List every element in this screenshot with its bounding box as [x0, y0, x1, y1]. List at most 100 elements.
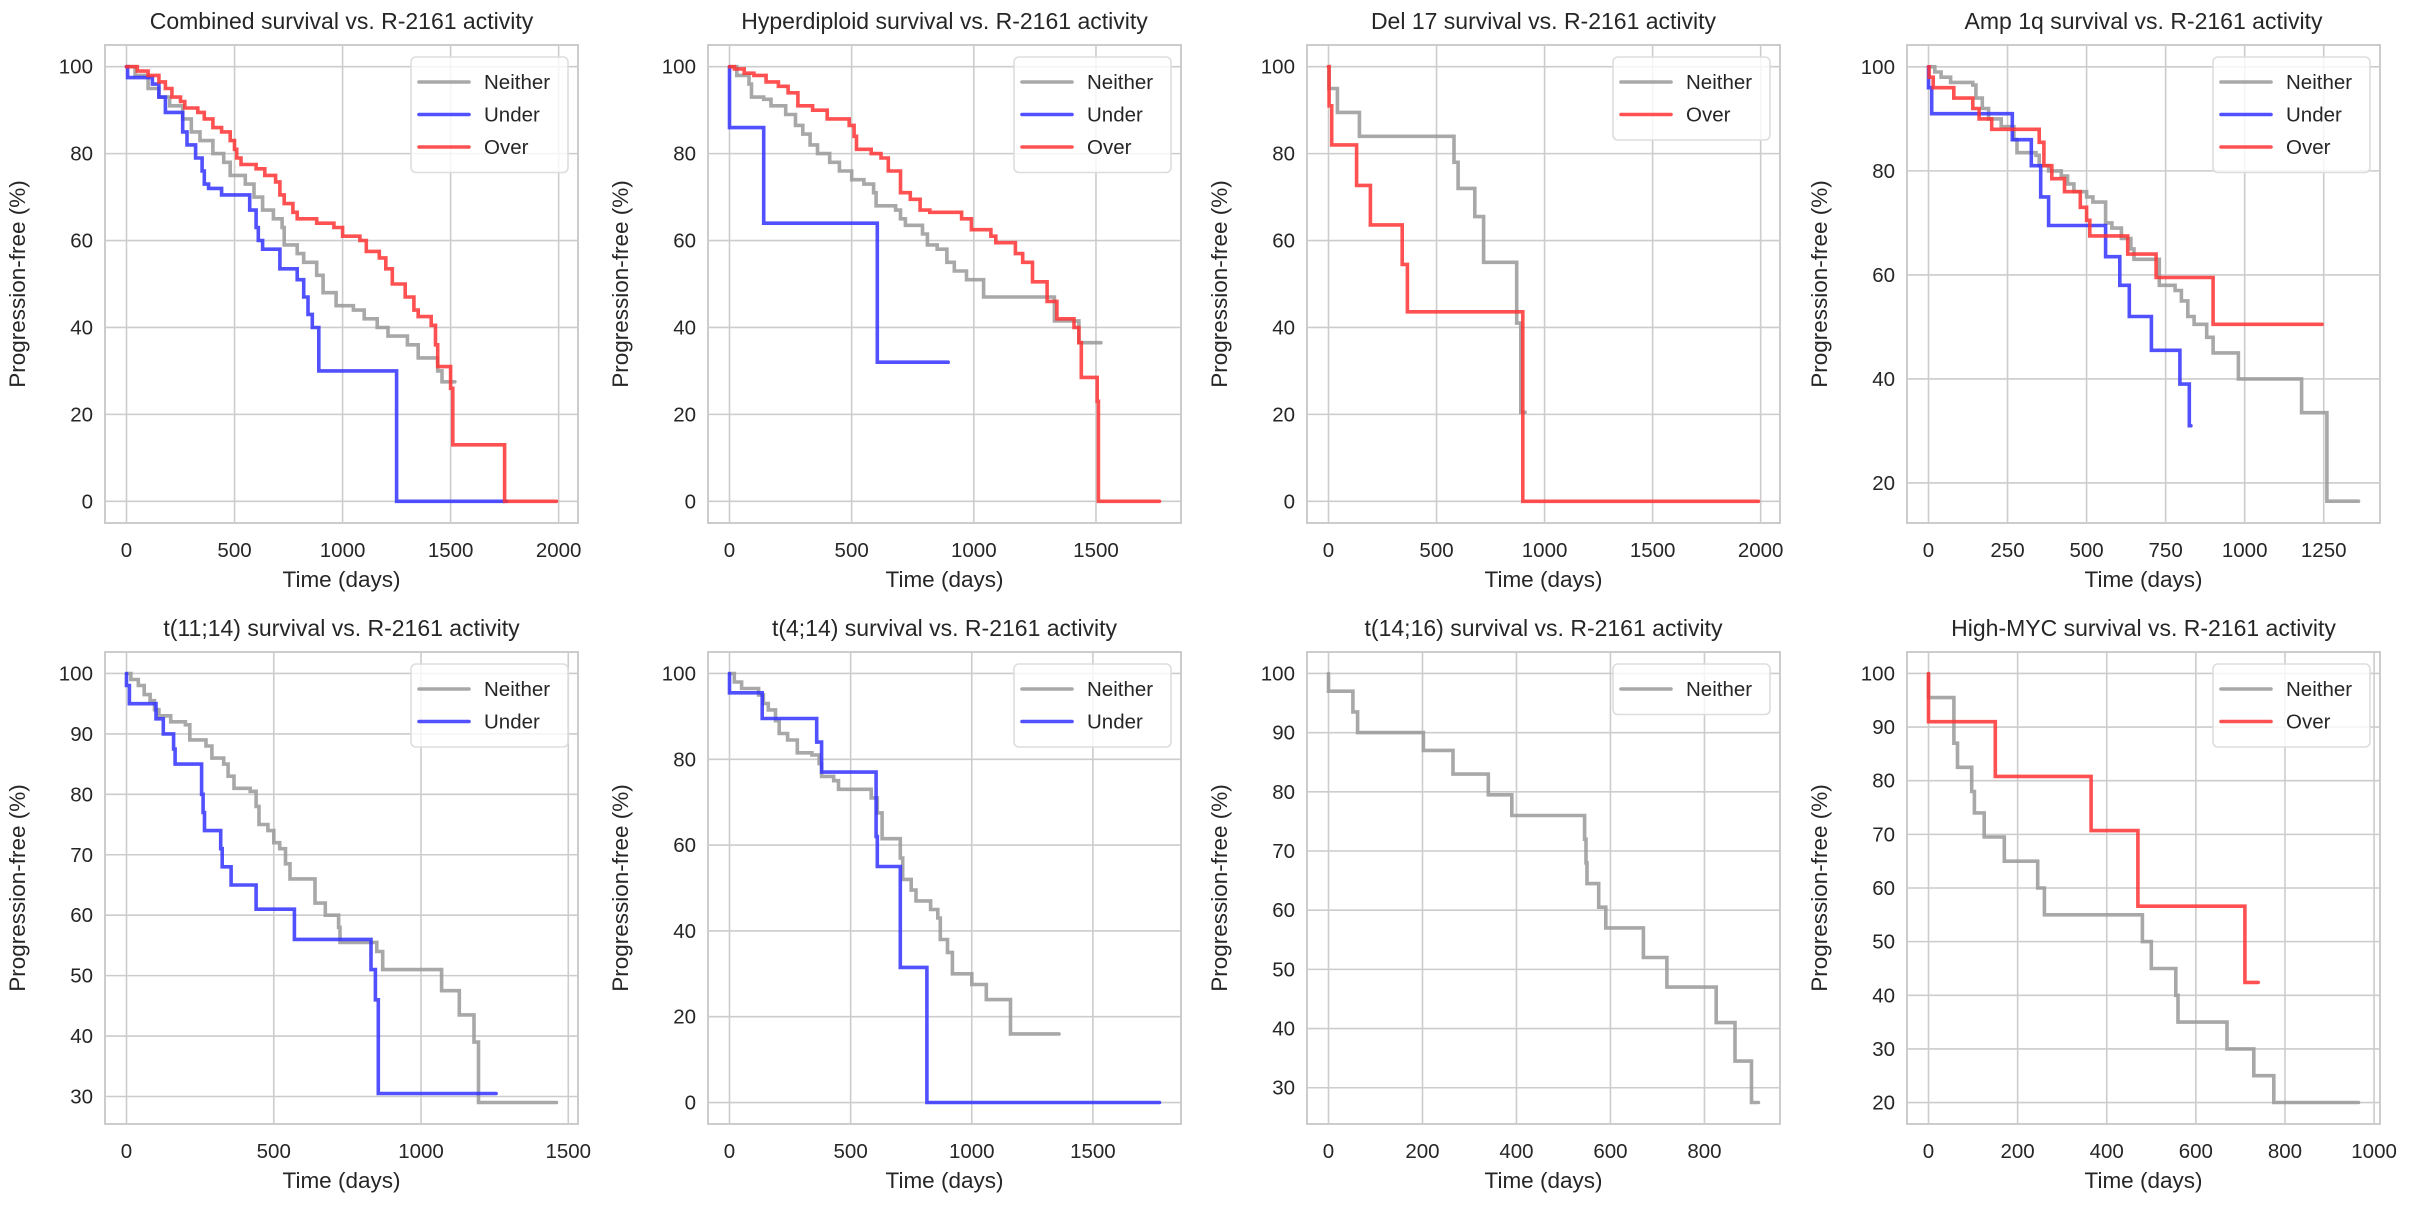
x-tick-label: 1500	[545, 1140, 591, 1163]
y-tick-label: 100	[1261, 662, 1295, 685]
x-tick-label: 800	[2268, 1140, 2302, 1163]
y-tick-label: 30	[70, 1086, 93, 1109]
legend-label: Over	[484, 136, 529, 159]
chart-panel-6: 0 500 1000 1500 0 20 40 60 80 100 t(4;14) survival…	[608, 615, 1182, 1193]
x-tick-label: 500	[834, 1140, 868, 1163]
x-axis-label: Time (days)	[283, 567, 401, 592]
y-axis-label: Progression-free (%)	[5, 180, 30, 388]
axes-frame	[707, 44, 1182, 524]
y-tick-label: 50	[1872, 931, 1895, 954]
survival-curve-neither	[727, 671, 1061, 1036]
chart-panel-2: 0 500 1000 1500 0 20 40 60 80 100 Hyperdiploid sur…	[608, 8, 1182, 592]
y-tick-label: 40	[70, 316, 93, 339]
legend-label: Neither	[1087, 71, 1153, 94]
x-tick-label: 1000	[949, 1140, 995, 1163]
legend-box	[1612, 56, 1771, 141]
axes-frame	[1906, 651, 2381, 1125]
legend-box	[410, 56, 569, 174]
x-tick-label: 500	[835, 539, 869, 562]
x-tick-label: 1500	[428, 539, 474, 562]
chart-panel-3: 0 500 1000 1500 2000 0 20 40 60 80 100 Del 17 survi…	[1207, 8, 1783, 592]
y-tick-label: 40	[1872, 368, 1895, 391]
legend-label: Neither	[1686, 678, 1752, 701]
y-tick-label: 60	[1272, 899, 1295, 922]
y-tick-label: 80	[1872, 160, 1895, 183]
legend-box	[1013, 56, 1172, 174]
y-tick-label: 80	[1272, 143, 1295, 166]
y-tick-label: 100	[1261, 56, 1295, 79]
chart-title: Amp 1q survival vs. R-2161 activity	[1965, 8, 2323, 34]
x-axis-label: Time (days)	[2085, 567, 2203, 592]
x-tick-label: 1000	[398, 1140, 444, 1163]
y-tick-label: 40	[1272, 1018, 1295, 1041]
survival-curve-neither	[1926, 65, 2361, 503]
survival-curve-neither	[1926, 671, 2361, 1105]
y-tick-label: 100	[59, 662, 93, 685]
x-tick-label: 400	[2090, 1140, 2124, 1163]
survival-curve-neither	[124, 671, 559, 1105]
x-tick-label: 200	[2001, 1140, 2035, 1163]
legend-label: Neither	[484, 678, 550, 701]
survival-curve-under	[124, 671, 498, 1096]
x-tick-label: 500	[2069, 539, 2103, 562]
legend-label: Under	[1087, 104, 1143, 127]
y-tick-label: 30	[1272, 1077, 1295, 1100]
chart-panel-8: 0 200 400 600 800 1000 20 30 40 50 60 70 80 90 100 High…	[1807, 615, 2397, 1193]
x-tick-label: 0	[1323, 1140, 1334, 1163]
x-tick-label: 0	[1923, 1140, 1934, 1163]
chart-title: t(4;14) survival vs. R-2161 activity	[772, 615, 1118, 641]
x-tick-label: 0	[1323, 539, 1334, 562]
legend-box	[410, 663, 569, 748]
legend-label: Under	[1087, 711, 1143, 734]
legend: Neither Under	[410, 663, 569, 748]
y-tick-label: 0	[685, 490, 696, 513]
x-axis-label: Time (days)	[1485, 1168, 1603, 1193]
legend: Neither Over	[2212, 663, 2371, 748]
legend-label: Neither	[484, 71, 550, 94]
x-tick-label: 0	[121, 1140, 132, 1163]
axes-frame	[1306, 44, 1781, 524]
y-tick-label: 20	[1272, 403, 1295, 426]
legend: Neither Under Over	[1013, 56, 1172, 174]
x-tick-label: 1500	[1070, 1140, 1116, 1163]
x-tick-label: 1000	[1522, 539, 1568, 562]
x-tick-label: 0	[724, 1140, 735, 1163]
y-tick-label: 70	[1272, 840, 1295, 863]
y-tick-label: 80	[70, 783, 93, 806]
legend: Neither Under Over	[410, 56, 569, 174]
y-tick-label: 60	[1872, 877, 1895, 900]
survival-curve-over	[727, 64, 1162, 504]
x-axis-label: Time (days)	[886, 1168, 1004, 1193]
y-tick-label: 20	[673, 1006, 696, 1029]
survival-curve-neither	[1326, 671, 1761, 1105]
chart-title: Del 17 survival vs. R-2161 activity	[1371, 8, 1717, 34]
legend-label: Over	[2286, 136, 2331, 159]
legend-label: Neither	[2286, 678, 2352, 701]
legend-box	[1013, 663, 1172, 748]
survival-curve-over	[1926, 65, 2324, 327]
x-tick-label: 200	[1405, 1140, 1439, 1163]
x-tick-label: 1000	[2222, 539, 2268, 562]
x-tick-label: 1000	[951, 539, 997, 562]
y-axis-label: Progression-free (%)	[1207, 784, 1232, 992]
survival-curve-over	[1926, 671, 2260, 985]
y-axis-label: Progression-free (%)	[5, 784, 30, 992]
x-axis-label: Time (days)	[2085, 1168, 2203, 1193]
y-axis-label: Progression-free (%)	[1807, 180, 1832, 388]
survival-curve-neither	[727, 64, 1103, 345]
y-tick-label: 100	[59, 56, 93, 79]
axes-frame	[707, 651, 1182, 1125]
legend-label: Over	[1087, 136, 1132, 159]
x-tick-label: 1000	[2351, 1140, 2397, 1163]
y-tick-label: 60	[673, 834, 696, 857]
x-axis-label: Time (days)	[886, 567, 1004, 592]
y-tick-label: 90	[1272, 722, 1295, 745]
axes-frame	[104, 651, 579, 1125]
legend: Neither Under	[1013, 663, 1172, 748]
chart-panel-1: 0 500 1000 1500 2000 0 20 40 60 80 100 Combined sur…	[5, 8, 581, 592]
y-tick-label: 20	[673, 403, 696, 426]
survival-curve-under	[727, 671, 1162, 1105]
x-tick-label: 1000	[320, 539, 366, 562]
legend-label: Neither	[2286, 71, 2352, 94]
